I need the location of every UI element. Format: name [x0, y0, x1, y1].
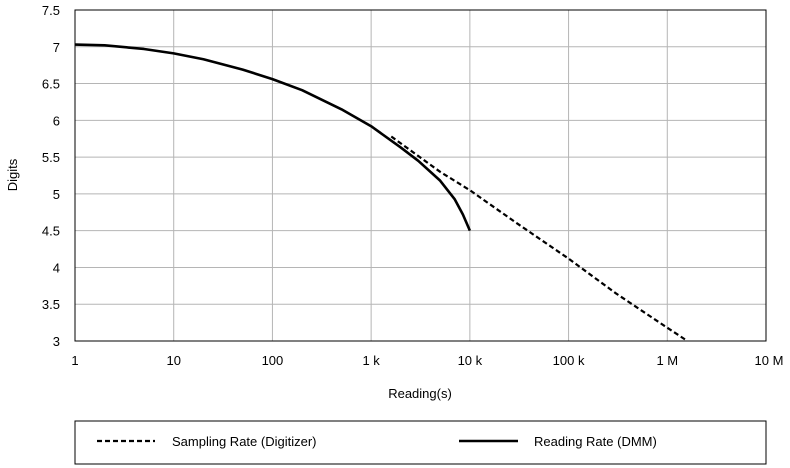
legend-label-reading-rate: Reading Rate (DMM) — [534, 434, 657, 449]
legend: Sampling Rate (Digitizer) Reading Rate (… — [74, 420, 767, 465]
y-tick-label-0: 3 — [53, 334, 60, 349]
x-tick-label-6: 1 M — [656, 353, 678, 368]
x-tick-label-3: 1 k — [362, 353, 380, 368]
y-tick-label-2: 4 — [53, 260, 60, 275]
y-tick-label-5: 5.5 — [42, 150, 60, 165]
legend-label-sampling-rate: Sampling Rate (Digitizer) — [172, 434, 317, 449]
grid — [74, 9, 767, 342]
y-tick-label-7: 6.5 — [42, 77, 60, 92]
series-layer — [74, 43, 689, 342]
y-tick-label-1: 3.5 — [42, 297, 60, 312]
y-tick-label-3: 4.5 — [42, 224, 60, 239]
y-tick-label-9: 7.5 — [42, 3, 60, 18]
plot-frame — [74, 9, 767, 342]
x-tick-label-5: 100 k — [553, 353, 585, 368]
y-axis-label: Digits — [5, 158, 20, 191]
series-line-reading-rate — [74, 43, 472, 232]
x-tick-label-7: 10 M — [755, 353, 784, 368]
ticks: 1 10 100 1 k 10 k 100 k 1 M 10 M 3 3.5 4 4.5 5 5.5 6 6.… — [42, 3, 784, 368]
y-tick-label-6: 6 — [53, 113, 60, 128]
y-tick-label-4: 5 — [53, 187, 60, 202]
x-axis-label: Reading(s) — [388, 386, 452, 401]
x-tick-label-4: 10 k — [458, 353, 483, 368]
y-tick-label-8: 7 — [53, 40, 60, 55]
legend-frame — [74, 420, 767, 465]
x-tick-label-2: 100 — [262, 353, 284, 368]
series-line-sampling-rate — [390, 135, 689, 342]
x-tick-label-0: 1 — [71, 353, 78, 368]
x-tick-label-1: 10 — [166, 353, 180, 368]
